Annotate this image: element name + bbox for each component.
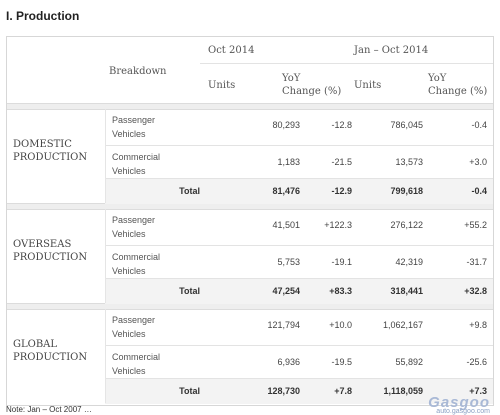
oct-yoy: +7.8: [334, 386, 352, 396]
oct-yoy: +10.0: [329, 320, 352, 330]
ytd-yoy: -25.6: [466, 357, 487, 367]
vehicle-type: Passenger Vehicles: [112, 215, 156, 239]
oct-yoy: -12.8: [331, 120, 352, 130]
ytd-yoy: +32.8: [464, 286, 487, 296]
ytd-yoy-header-line1: YoY: [428, 73, 447, 84]
total-row: Total 81,476 -12.9 799,618 -0.4: [105, 178, 493, 204]
ytd-yoy: +3.0: [469, 157, 487, 167]
oct-yoy: +83.3: [329, 286, 352, 296]
ytd-units: 1,062,167: [382, 320, 423, 330]
oct-units: 81,476: [272, 186, 300, 196]
ytd-yoy: -0.4: [471, 186, 487, 196]
section-label-line2: PRODUCTION: [13, 252, 88, 263]
oct-units: 121,794: [267, 320, 300, 330]
oct-units: 47,254: [272, 286, 300, 296]
total-label: Total: [179, 286, 200, 296]
section-label-overseas: OVERSEAS PRODUCTION: [13, 238, 105, 264]
table-row: Commercial Vehicles 1,183 -21.5 13,573 +3…: [105, 145, 493, 182]
vehicle-type: Passenger Vehicles: [112, 315, 156, 339]
vehicle-type: Commercial Vehicles: [112, 352, 161, 376]
ytd-yoy: +7.3: [469, 386, 487, 396]
ytd-units: 799,618: [390, 186, 423, 196]
section-label-line2: PRODUCTION: [13, 352, 88, 363]
breakdown-header: Breakdown: [109, 66, 167, 77]
period-oct-header: Oct 2014: [208, 45, 255, 56]
ytd-units: 318,441: [390, 286, 423, 296]
footnote: Note: Jan – Oct 2007 …: [6, 405, 92, 414]
ytd-yoy: +55.2: [464, 220, 487, 230]
table-row: Commercial Vehicles 6,936 -19.5 55,892 -2…: [105, 345, 493, 382]
oct-yoy: -19.5: [331, 357, 352, 367]
oct-yoy: +122.3: [324, 220, 352, 230]
table-row: Passenger Vehicles 80,293 -12.8 786,045 -…: [105, 109, 493, 145]
column-divider: [105, 109, 106, 203]
section-label-global: GLOBAL PRODUCTION: [13, 338, 105, 364]
table-row: Passenger Vehicles 121,794 +10.0 1,062,16…: [105, 309, 493, 345]
table-row: Commercial Vehicles 5,753 -19.1 42,319 -3…: [105, 245, 493, 282]
ytd-units: 13,573: [395, 157, 423, 167]
ytd-units: 786,045: [390, 120, 423, 130]
ytd-units: 42,319: [395, 257, 423, 267]
ytd-yoy: +9.8: [469, 320, 487, 330]
oct-yoy-header-line1: YoY: [282, 73, 301, 84]
table-row: Passenger Vehicles 41,501 +122.3 276,122 …: [105, 209, 493, 245]
oct-yoy: -21.5: [331, 157, 352, 167]
oct-yoy: -12.9: [331, 186, 352, 196]
oct-yoy-header: YoY Change (%): [282, 72, 341, 98]
ytd-units: 55,892: [395, 357, 423, 367]
oct-units: 41,501: [272, 220, 300, 230]
total-label: Total: [179, 186, 200, 196]
total-row: Total 47,254 +83.3 318,441 +32.8: [105, 278, 493, 304]
section-divider: [7, 103, 493, 110]
ytd-units-header: Units: [354, 80, 382, 91]
oct-units: 128,730: [267, 386, 300, 396]
section-label-line1: GLOBAL: [13, 339, 58, 350]
oct-units: 1,183: [277, 157, 300, 167]
watermark-brand: Gasgoo: [428, 394, 490, 411]
section-label-line1: DOMESTIC: [13, 139, 72, 150]
vehicle-type: Commercial Vehicles: [112, 152, 161, 176]
ytd-yoy-header: YoY Change (%): [428, 72, 487, 98]
vehicle-type: Commercial Vehicles: [112, 252, 161, 276]
oct-units: 6,936: [277, 357, 300, 367]
oct-units-header: Units: [208, 80, 236, 91]
ytd-yoy: -31.7: [466, 257, 487, 267]
ytd-yoy: -0.4: [471, 120, 487, 130]
page-title: I. Production: [6, 9, 80, 23]
column-divider: [105, 309, 106, 403]
ytd-units: 276,122: [390, 220, 423, 230]
column-divider: [105, 209, 106, 303]
oct-yoy-header-line2: Change (%): [282, 86, 342, 97]
ytd-units: 1,118,059: [383, 386, 423, 396]
section-label-line1: OVERSEAS: [13, 239, 72, 250]
oct-units: 5,753: [277, 257, 300, 267]
ytd-yoy-header-line2: Change (%): [428, 86, 488, 97]
section-label-domestic: DOMESTIC PRODUCTION: [13, 138, 105, 164]
header-divider: [200, 63, 493, 64]
watermark-url: auto.gasgoo.com: [436, 408, 490, 415]
total-row: Total 128,730 +7.8 1,118,059 +7.3: [105, 378, 493, 404]
period-ytd-header: Jan – Oct 2014: [354, 45, 429, 56]
gasgoo-watermark: Gasgoo auto.gasgoo.com: [428, 394, 490, 415]
oct-yoy: -19.1: [331, 257, 352, 267]
oct-units: 80,293: [272, 120, 300, 130]
total-label: Total: [179, 386, 200, 396]
production-table: Breakdown Oct 2014 Jan – Oct 2014 Units …: [6, 36, 494, 406]
section-label-line2: PRODUCTION: [13, 152, 88, 163]
vehicle-type: Passenger Vehicles: [112, 115, 156, 139]
